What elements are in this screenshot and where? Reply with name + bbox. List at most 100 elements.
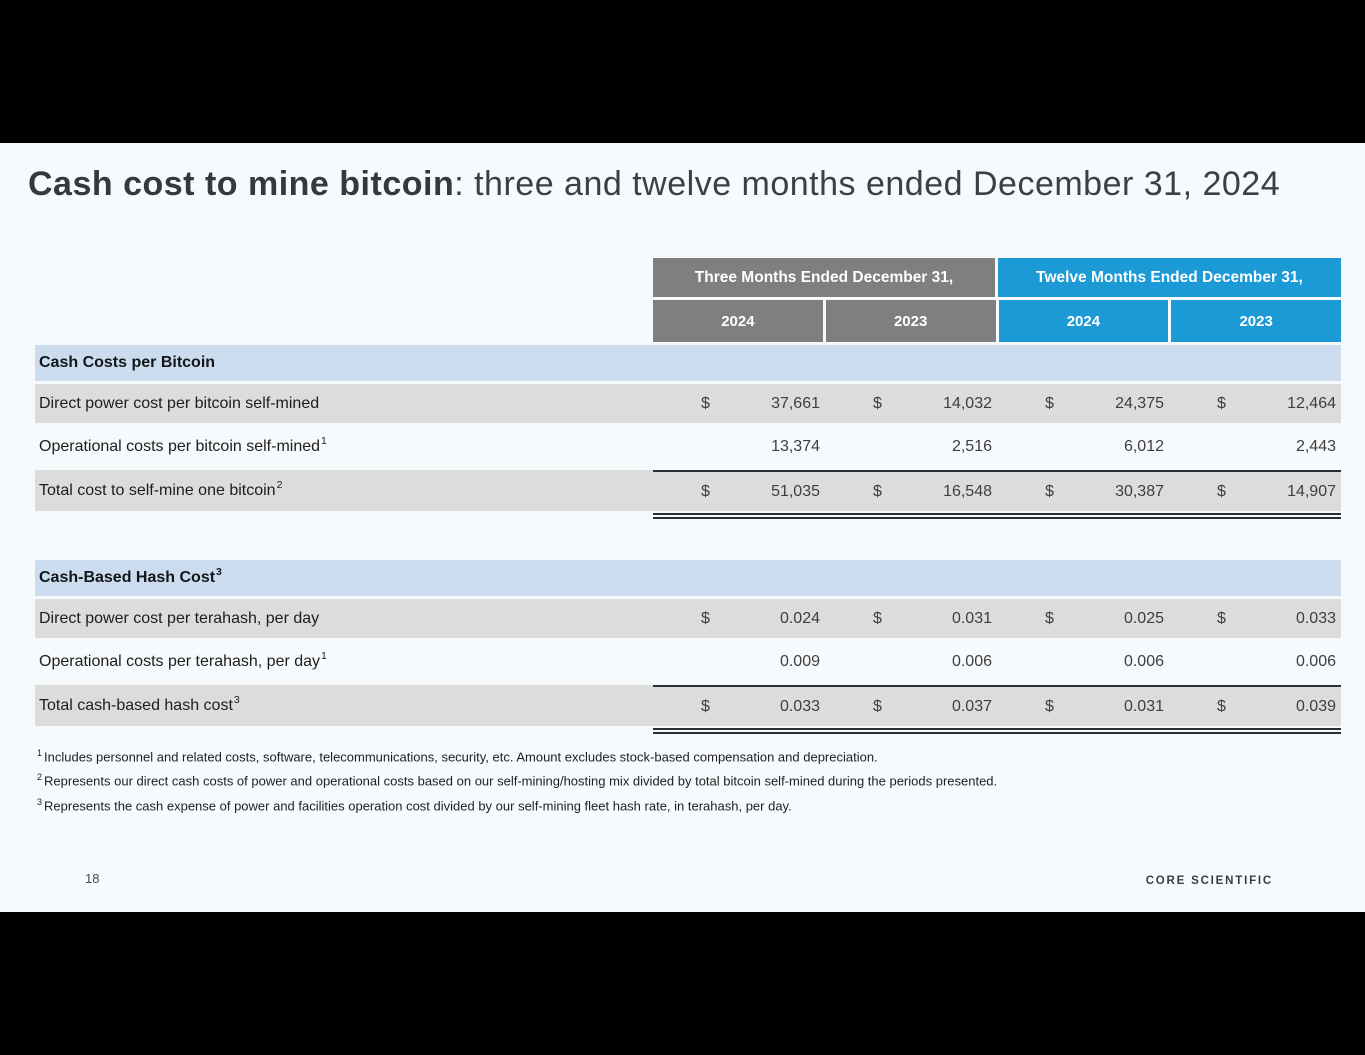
value-cell: $0.024 bbox=[653, 599, 825, 638]
value-cell: $0.025 bbox=[997, 599, 1169, 638]
value-cell: $14,032 bbox=[825, 384, 997, 423]
value-cell: $0.031 bbox=[825, 599, 997, 638]
currency-symbol: $ bbox=[1045, 482, 1054, 500]
value: 0.025 bbox=[1123, 609, 1164, 627]
year-header: 2023 bbox=[1171, 300, 1341, 342]
presentation-slide: Cash cost to mine bitcoin: three and twe… bbox=[0, 143, 1365, 912]
value: 6,012 bbox=[1123, 437, 1164, 455]
table-row: Direct power cost per terahash, per day … bbox=[35, 599, 1341, 638]
value-cell: $51,035 bbox=[653, 472, 825, 511]
row-cells: $0.024 $0.031 $0.025 $0.033 bbox=[653, 599, 1341, 638]
value-cell: 2,443 bbox=[1169, 427, 1341, 466]
section-header-label: Cash Costs per Bitcoin bbox=[35, 345, 653, 381]
row-footnote-ref: 1 bbox=[321, 434, 327, 447]
value-cell: $12,464 bbox=[1169, 384, 1341, 423]
section-header-footnote-ref: 3 bbox=[216, 566, 222, 578]
table-header-years: 2024 2023 2024 2023 bbox=[653, 300, 1342, 342]
table-total-row: Total cost to self-mine one bitcoin 2 $51… bbox=[35, 470, 1341, 511]
currency-symbol: $ bbox=[701, 482, 710, 500]
cost-table: Three Months Ended December 31, Twelve M… bbox=[35, 258, 1342, 734]
value-cell: 0.006 bbox=[997, 642, 1169, 681]
page-title-bold: Cash cost to mine bitcoin bbox=[28, 165, 455, 203]
col-group-three-months: Three Months Ended December 31, bbox=[653, 258, 995, 297]
currency-symbol: $ bbox=[873, 482, 882, 500]
table-row: Operational costs per terahash, per day 1… bbox=[35, 642, 1341, 681]
row-cells: $51,035 $16,548 $30,387 $14,907 bbox=[653, 470, 1341, 511]
footnote-text: Includes personnel and related costs, so… bbox=[44, 749, 878, 765]
value-cell: $0.039 bbox=[1169, 687, 1341, 726]
table-row: Operational costs per bitcoin self-mined… bbox=[35, 427, 1341, 466]
table-header-groups: Three Months Ended December 31, Twelve M… bbox=[653, 258, 1342, 297]
value-cell: $0.033 bbox=[1169, 599, 1341, 638]
currency-symbol: $ bbox=[1045, 609, 1054, 627]
value: 51,035 bbox=[771, 482, 820, 500]
core-scientific-logo: CORE SCIENTIFIC bbox=[1145, 874, 1273, 888]
value: 0.009 bbox=[779, 652, 820, 670]
footnote: 3 Represents the cash expense of power an… bbox=[37, 792, 997, 816]
row-label-text: Operational costs per terahash, per day bbox=[39, 652, 321, 670]
row-footnote-ref: 1 bbox=[321, 649, 327, 662]
value-cell: $0.033 bbox=[653, 687, 825, 726]
value: 14,032 bbox=[943, 394, 992, 412]
value: 0.031 bbox=[1123, 697, 1164, 715]
currency-symbol: $ bbox=[1217, 697, 1226, 715]
currency-symbol: $ bbox=[701, 609, 710, 627]
value-cell: $14,907 bbox=[1169, 472, 1341, 511]
value: 14,907 bbox=[1287, 482, 1336, 500]
value: 0.037 bbox=[951, 697, 992, 715]
double-rule bbox=[653, 728, 1341, 734]
value: 0.024 bbox=[779, 609, 820, 627]
footnotes: 1 Includes personnel and related costs, s… bbox=[37, 743, 997, 816]
row-label-text: Direct power cost per terahash, per day bbox=[39, 609, 320, 627]
currency-symbol: $ bbox=[1045, 394, 1054, 412]
row-label-text: Operational costs per bitcoin self-mined bbox=[39, 437, 321, 455]
currency-symbol: $ bbox=[1217, 394, 1226, 412]
row-label-text: Direct power cost per bitcoin self-mined bbox=[39, 394, 320, 412]
currency-symbol: $ bbox=[701, 697, 710, 715]
section-header-cells bbox=[653, 345, 1341, 381]
value: 30,387 bbox=[1115, 482, 1164, 500]
value-cell: 0.009 bbox=[653, 642, 825, 681]
value: 0.033 bbox=[779, 697, 820, 715]
row-label-text: Total cash-based hash cost bbox=[39, 696, 233, 714]
value: 12,464 bbox=[1287, 394, 1336, 412]
value-cell: $16,548 bbox=[825, 472, 997, 511]
section-header-text: Cash-Based Hash Cost bbox=[39, 569, 216, 586]
value-cell: 6,012 bbox=[997, 427, 1169, 466]
currency-symbol: $ bbox=[873, 609, 882, 627]
row-label: Direct power cost per bitcoin self-mined bbox=[35, 384, 653, 423]
value: 2,443 bbox=[1295, 437, 1336, 455]
row-label: Direct power cost per terahash, per day bbox=[35, 599, 653, 638]
row-label: Operational costs per bitcoin self-mined… bbox=[35, 427, 653, 466]
table-total-row: Total cash-based hash cost 3 $0.033 $0.03… bbox=[35, 685, 1341, 726]
value-cell: $24,375 bbox=[997, 384, 1169, 423]
row-cells: $0.033 $0.037 $0.031 $0.039 bbox=[653, 685, 1341, 726]
footnote: 2 Represents our direct cash costs of pow… bbox=[37, 767, 997, 791]
row-label: Operational costs per terahash, per day 1 bbox=[35, 642, 653, 681]
value: 24,375 bbox=[1115, 394, 1164, 412]
currency-symbol: $ bbox=[873, 697, 882, 715]
row-label: Total cost to self-mine one bitcoin 2 bbox=[35, 470, 653, 511]
currency-symbol: $ bbox=[1217, 482, 1226, 500]
value-cell: $37,661 bbox=[653, 384, 825, 423]
value-cell: $0.031 bbox=[997, 687, 1169, 726]
section-header-row: Cash Costs per Bitcoin bbox=[35, 345, 1341, 381]
row-footnote-ref: 3 bbox=[233, 693, 240, 706]
footnote-number: 1 bbox=[37, 748, 43, 758]
value: 0.006 bbox=[1123, 652, 1164, 670]
col-group-twelve-months: Twelve Months Ended December 31, bbox=[998, 258, 1341, 297]
table-row: Direct power cost per bitcoin self-mined… bbox=[35, 384, 1341, 423]
row-cells: 0.009 0.006 0.006 0.006 bbox=[653, 642, 1341, 681]
value: 16,548 bbox=[943, 482, 992, 500]
year-header: 2024 bbox=[998, 300, 1169, 342]
value: 0.031 bbox=[951, 609, 992, 627]
row-footnote-ref: 2 bbox=[276, 478, 283, 491]
currency-symbol: $ bbox=[701, 394, 710, 412]
value: 0.006 bbox=[1295, 652, 1336, 670]
page-title: Cash cost to mine bitcoin: three and twe… bbox=[28, 165, 1280, 204]
row-cells: $37,661 $14,032 $24,375 $12,464 bbox=[653, 384, 1341, 423]
footnote-number: 2 bbox=[37, 772, 43, 783]
value-cell: 0.006 bbox=[825, 642, 997, 681]
value: 0.033 bbox=[1295, 609, 1336, 627]
double-rule bbox=[653, 513, 1341, 519]
